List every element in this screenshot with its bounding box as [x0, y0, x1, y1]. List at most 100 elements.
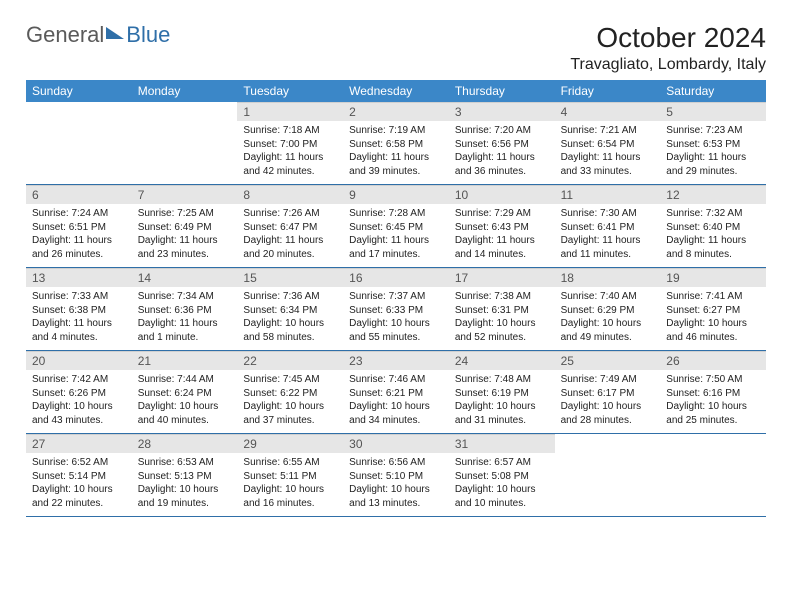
- day-number: 8: [237, 185, 343, 204]
- calendar-cell: [555, 434, 661, 516]
- day-detail: Sunrise: 7:37 AMSunset: 6:33 PMDaylight:…: [343, 287, 449, 348]
- weeks-container: 1Sunrise: 7:18 AMSunset: 7:00 PMDaylight…: [26, 102, 766, 517]
- title-block: October 2024 Travagliato, Lombardy, Ital…: [570, 22, 766, 74]
- calendar-cell: [660, 434, 766, 516]
- day-number: 21: [132, 351, 238, 370]
- day-detail: Sunrise: 7:28 AMSunset: 6:45 PMDaylight:…: [343, 204, 449, 265]
- day-detail: Sunrise: 7:24 AMSunset: 6:51 PMDaylight:…: [26, 204, 132, 265]
- day-detail: Sunrise: 7:32 AMSunset: 6:40 PMDaylight:…: [660, 204, 766, 265]
- calendar-week: 13Sunrise: 7:33 AMSunset: 6:38 PMDayligh…: [26, 268, 766, 351]
- calendar-cell: 18Sunrise: 7:40 AMSunset: 6:29 PMDayligh…: [555, 268, 661, 350]
- day-number: 30: [343, 434, 449, 453]
- month-title: October 2024: [570, 22, 766, 54]
- calendar-cell: 19Sunrise: 7:41 AMSunset: 6:27 PMDayligh…: [660, 268, 766, 350]
- day-detail: Sunrise: 7:26 AMSunset: 6:47 PMDaylight:…: [237, 204, 343, 265]
- calendar-cell: 29Sunrise: 6:55 AMSunset: 5:11 PMDayligh…: [237, 434, 343, 516]
- weekday-header: Sunday Monday Tuesday Wednesday Thursday…: [26, 80, 766, 102]
- day-detail: Sunrise: 7:49 AMSunset: 6:17 PMDaylight:…: [555, 370, 661, 431]
- day-detail: Sunrise: 7:20 AMSunset: 6:56 PMDaylight:…: [449, 121, 555, 182]
- calendar-cell: 1Sunrise: 7:18 AMSunset: 7:00 PMDaylight…: [237, 102, 343, 184]
- day-detail: Sunrise: 6:56 AMSunset: 5:10 PMDaylight:…: [343, 453, 449, 514]
- calendar-cell: 3Sunrise: 7:20 AMSunset: 6:56 PMDaylight…: [449, 102, 555, 184]
- weekday-label: Thursday: [449, 80, 555, 102]
- day-number: 10: [449, 185, 555, 204]
- day-detail: Sunrise: 6:55 AMSunset: 5:11 PMDaylight:…: [237, 453, 343, 514]
- calendar-week: 27Sunrise: 6:52 AMSunset: 5:14 PMDayligh…: [26, 434, 766, 517]
- weekday-label: Friday: [555, 80, 661, 102]
- day-number: 17: [449, 268, 555, 287]
- calendar-page: General Blue October 2024 Travagliato, L…: [0, 0, 792, 527]
- day-number: 15: [237, 268, 343, 287]
- day-detail: Sunrise: 7:48 AMSunset: 6:19 PMDaylight:…: [449, 370, 555, 431]
- day-number: 18: [555, 268, 661, 287]
- calendar-cell: 24Sunrise: 7:48 AMSunset: 6:19 PMDayligh…: [449, 351, 555, 433]
- day-number: 12: [660, 185, 766, 204]
- page-header: General Blue October 2024 Travagliato, L…: [26, 22, 766, 74]
- logo-sail-icon: [106, 27, 124, 39]
- calendar-cell: 22Sunrise: 7:45 AMSunset: 6:22 PMDayligh…: [237, 351, 343, 433]
- calendar-cell: 28Sunrise: 6:53 AMSunset: 5:13 PMDayligh…: [132, 434, 238, 516]
- day-detail: Sunrise: 7:29 AMSunset: 6:43 PMDaylight:…: [449, 204, 555, 265]
- weekday-label: Tuesday: [237, 80, 343, 102]
- calendar-cell: 21Sunrise: 7:44 AMSunset: 6:24 PMDayligh…: [132, 351, 238, 433]
- weekday-label: Sunday: [26, 80, 132, 102]
- day-detail: Sunrise: 7:30 AMSunset: 6:41 PMDaylight:…: [555, 204, 661, 265]
- calendar-cell: 8Sunrise: 7:26 AMSunset: 6:47 PMDaylight…: [237, 185, 343, 267]
- day-detail: Sunrise: 7:18 AMSunset: 7:00 PMDaylight:…: [237, 121, 343, 182]
- day-detail: Sunrise: 7:34 AMSunset: 6:36 PMDaylight:…: [132, 287, 238, 348]
- logo-text-2: Blue: [126, 22, 170, 48]
- calendar-cell: 16Sunrise: 7:37 AMSunset: 6:33 PMDayligh…: [343, 268, 449, 350]
- day-detail: Sunrise: 7:33 AMSunset: 6:38 PMDaylight:…: [26, 287, 132, 348]
- logo: General Blue: [26, 22, 170, 48]
- day-number: 29: [237, 434, 343, 453]
- calendar-cell: 23Sunrise: 7:46 AMSunset: 6:21 PMDayligh…: [343, 351, 449, 433]
- day-detail: Sunrise: 7:25 AMSunset: 6:49 PMDaylight:…: [132, 204, 238, 265]
- calendar-cell: 12Sunrise: 7:32 AMSunset: 6:40 PMDayligh…: [660, 185, 766, 267]
- calendar-cell: 25Sunrise: 7:49 AMSunset: 6:17 PMDayligh…: [555, 351, 661, 433]
- logo-text-1: General: [26, 22, 104, 48]
- calendar-cell: 4Sunrise: 7:21 AMSunset: 6:54 PMDaylight…: [555, 102, 661, 184]
- day-number: 7: [132, 185, 238, 204]
- day-number: 14: [132, 268, 238, 287]
- day-number: 19: [660, 268, 766, 287]
- day-number: 24: [449, 351, 555, 370]
- calendar-cell: 6Sunrise: 7:24 AMSunset: 6:51 PMDaylight…: [26, 185, 132, 267]
- day-detail: Sunrise: 6:52 AMSunset: 5:14 PMDaylight:…: [26, 453, 132, 514]
- calendar-cell: 17Sunrise: 7:38 AMSunset: 6:31 PMDayligh…: [449, 268, 555, 350]
- calendar-cell: 26Sunrise: 7:50 AMSunset: 6:16 PMDayligh…: [660, 351, 766, 433]
- day-number: 25: [555, 351, 661, 370]
- day-number: 16: [343, 268, 449, 287]
- day-number: 28: [132, 434, 238, 453]
- calendar-cell: 11Sunrise: 7:30 AMSunset: 6:41 PMDayligh…: [555, 185, 661, 267]
- calendar-cell: 30Sunrise: 6:56 AMSunset: 5:10 PMDayligh…: [343, 434, 449, 516]
- calendar-cell: 5Sunrise: 7:23 AMSunset: 6:53 PMDaylight…: [660, 102, 766, 184]
- day-number: 4: [555, 102, 661, 121]
- calendar-cell: 20Sunrise: 7:42 AMSunset: 6:26 PMDayligh…: [26, 351, 132, 433]
- weekday-label: Saturday: [660, 80, 766, 102]
- day-detail: Sunrise: 7:21 AMSunset: 6:54 PMDaylight:…: [555, 121, 661, 182]
- calendar-cell: 2Sunrise: 7:19 AMSunset: 6:58 PMDaylight…: [343, 102, 449, 184]
- day-detail: Sunrise: 7:38 AMSunset: 6:31 PMDaylight:…: [449, 287, 555, 348]
- day-number: 1: [237, 102, 343, 121]
- calendar-cell: [132, 102, 238, 184]
- day-detail: Sunrise: 6:53 AMSunset: 5:13 PMDaylight:…: [132, 453, 238, 514]
- day-number: 23: [343, 351, 449, 370]
- day-number: 20: [26, 351, 132, 370]
- calendar-cell: 7Sunrise: 7:25 AMSunset: 6:49 PMDaylight…: [132, 185, 238, 267]
- day-number: 6: [26, 185, 132, 204]
- calendar-week: 20Sunrise: 7:42 AMSunset: 6:26 PMDayligh…: [26, 351, 766, 434]
- weekday-label: Wednesday: [343, 80, 449, 102]
- calendar-cell: [26, 102, 132, 184]
- day-detail: Sunrise: 7:42 AMSunset: 6:26 PMDaylight:…: [26, 370, 132, 431]
- day-detail: Sunrise: 6:57 AMSunset: 5:08 PMDaylight:…: [449, 453, 555, 514]
- day-number: 5: [660, 102, 766, 121]
- day-detail: Sunrise: 7:44 AMSunset: 6:24 PMDaylight:…: [132, 370, 238, 431]
- day-number: 27: [26, 434, 132, 453]
- day-detail: Sunrise: 7:45 AMSunset: 6:22 PMDaylight:…: [237, 370, 343, 431]
- day-number: 26: [660, 351, 766, 370]
- day-number: 11: [555, 185, 661, 204]
- day-detail: Sunrise: 7:36 AMSunset: 6:34 PMDaylight:…: [237, 287, 343, 348]
- day-number: 2: [343, 102, 449, 121]
- day-detail: Sunrise: 7:41 AMSunset: 6:27 PMDaylight:…: [660, 287, 766, 348]
- calendar-cell: 14Sunrise: 7:34 AMSunset: 6:36 PMDayligh…: [132, 268, 238, 350]
